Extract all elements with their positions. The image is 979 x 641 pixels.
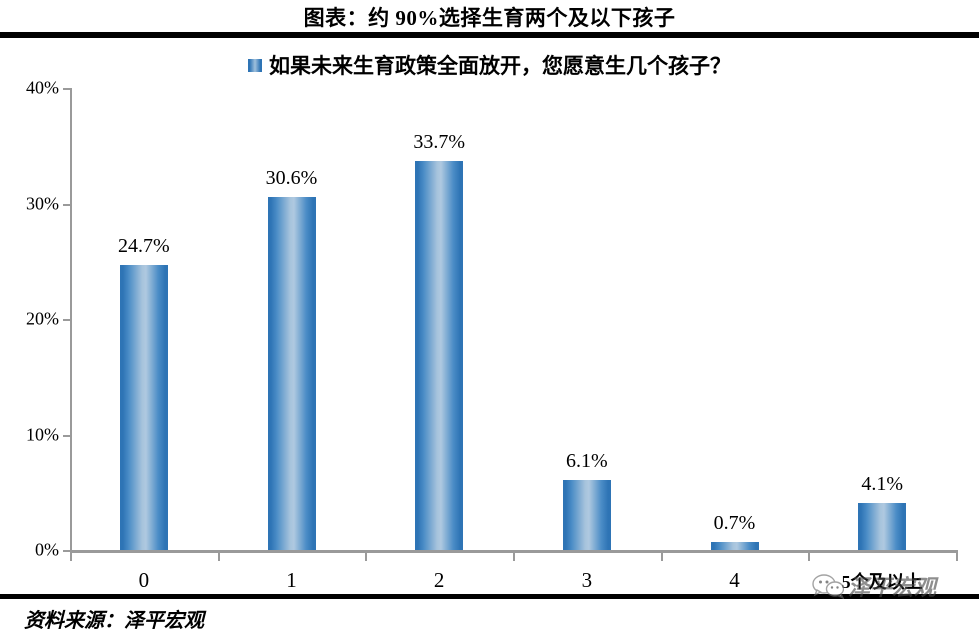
bar-value-label: 6.1% [565, 449, 608, 472]
x-tick [365, 550, 368, 561]
wechat-logo-icon [812, 573, 845, 600]
x-tick [956, 550, 958, 561]
bar[interactable] [562, 479, 611, 550]
x-tick-label: 5个及以上 [841, 572, 923, 592]
x-tick-label: 3 [581, 568, 593, 592]
y-tick [63, 88, 70, 90]
y-tick-label: 40% [26, 77, 59, 98]
bar-value-label: 4.1% [861, 472, 903, 495]
header-divider [0, 32, 979, 38]
bar[interactable] [267, 196, 316, 550]
plot-area: 0% 10% 20% 30% 40% 0 1 2 3 4 5个及以上 24.7% 30.6% 33.7… [26, 78, 958, 592]
legend-swatch-icon [248, 58, 262, 72]
y-axis [70, 88, 72, 552]
bar-value-label: 33.7% [413, 130, 465, 153]
bar[interactable] [858, 502, 907, 550]
bar-value-label: 24.7% [117, 234, 170, 257]
watermark: 泽平宏观 [812, 570, 936, 602]
x-tick [808, 550, 811, 561]
x-tick-label: 2 [433, 568, 445, 592]
y-tick-label: 0% [35, 539, 59, 560]
legend-item-label: 如果未来生育政策全面放开，您愿意生几个孩子？ [269, 54, 731, 78]
x-tick [70, 550, 72, 561]
footer-divider [0, 594, 979, 599]
y-tick-label: 20% [26, 308, 59, 329]
chart-legend: 如果未来生育政策全面放开，您愿意生几个孩子？ [0, 50, 979, 80]
x-tick [513, 550, 515, 561]
x-tick-label: 4 [729, 568, 740, 592]
x-tick [660, 550, 663, 561]
bar[interactable] [710, 541, 759, 550]
x-tick-label: 1 [286, 568, 297, 592]
y-tick [63, 434, 70, 437]
bar[interactable] [119, 264, 168, 550]
y-tick-label: 10% [26, 424, 59, 444]
bar[interactable] [415, 160, 464, 550]
page-title: 图表：约 90%选择生育两个及以下孩子 [303, 6, 676, 30]
source-note: 资料来源：泽平宏观 [24, 610, 204, 632]
x-tick-label: 0 [138, 568, 150, 592]
bar-value-label: 0.7% [713, 511, 756, 534]
y-tick [63, 550, 70, 552]
y-tick [63, 319, 70, 321]
y-tick [63, 203, 70, 206]
y-tick-label: 30% [26, 193, 59, 213]
bar-value-label: 30.6% [265, 166, 318, 189]
x-tick [217, 550, 220, 561]
watermark-label: 泽平宏观 [848, 575, 937, 600]
